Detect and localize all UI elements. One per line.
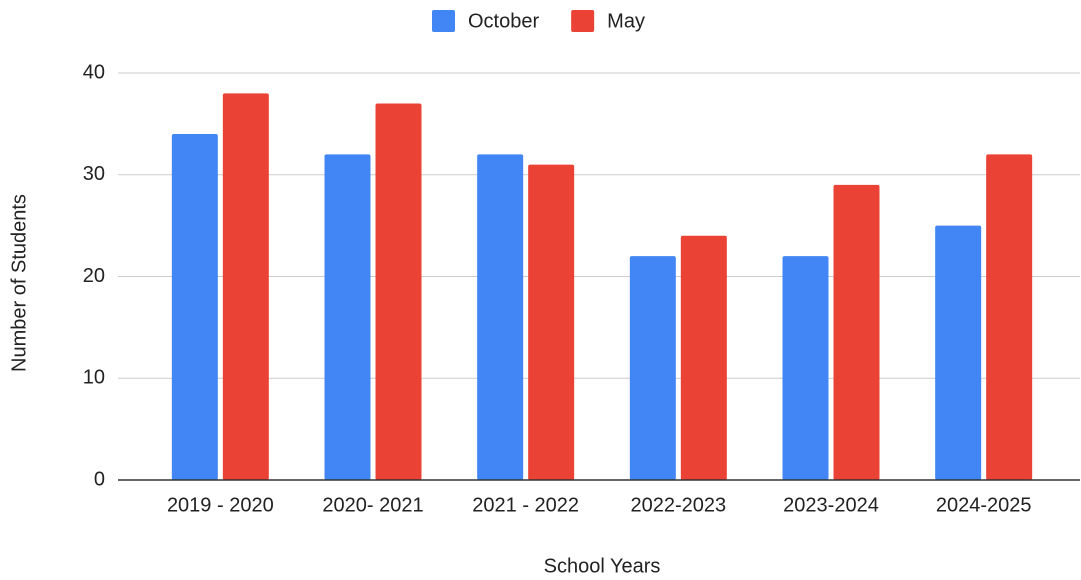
legend-label: October (468, 10, 539, 32)
bar (782, 256, 829, 480)
bar (324, 154, 371, 480)
bar (935, 225, 982, 480)
y-tick-label: 10 (83, 367, 105, 389)
x-tick-label: 2023-2024 (783, 494, 879, 516)
y-tick-label: 40 (83, 61, 105, 83)
y-tick-label: 0 (94, 468, 105, 490)
bar (375, 103, 422, 481)
y-tick-label: 20 (83, 265, 105, 287)
bar (986, 154, 1033, 480)
legend-swatch (571, 10, 595, 32)
y-tick-label: 30 (83, 163, 105, 185)
bar (833, 184, 880, 481)
bar (477, 154, 524, 480)
x-tick-label: 2019 - 2020 (167, 494, 274, 516)
x-tick-label: 2024-2025 (936, 494, 1032, 516)
bar (171, 134, 218, 481)
legend-swatch (432, 10, 455, 32)
bar (528, 164, 575, 480)
x-tick-label: 2022-2023 (631, 494, 727, 516)
x-tick-label: 2020- 2021 (322, 494, 423, 516)
x-tick-label: 2021 - 2022 (472, 494, 579, 516)
legend-label: May (607, 10, 645, 32)
y-axis-title: Number of Students (8, 194, 30, 372)
bar (680, 235, 727, 480)
bar (629, 256, 676, 480)
x-axis-title: School Years (544, 555, 661, 577)
bar (222, 93, 269, 480)
